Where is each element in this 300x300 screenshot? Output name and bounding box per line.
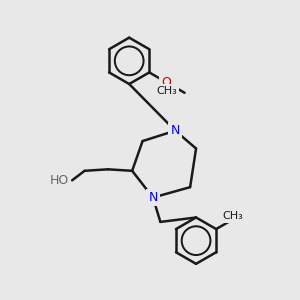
Text: CH₃: CH₃ [222,211,243,221]
Text: O: O [161,76,171,88]
Text: HO: HO [49,174,69,187]
Text: N: N [148,191,158,204]
Text: N: N [171,124,180,137]
Text: CH₃: CH₃ [156,86,177,96]
